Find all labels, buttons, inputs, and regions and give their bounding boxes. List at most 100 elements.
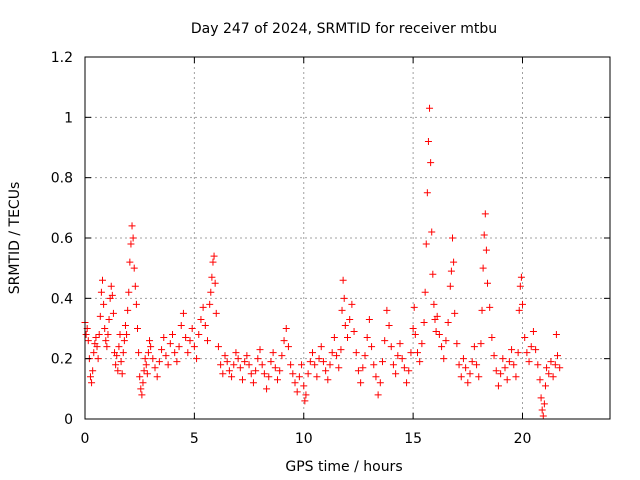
data-point [477,340,485,348]
data-point [348,300,356,308]
data-point [130,264,138,272]
data-point [482,246,490,254]
data-point [357,379,365,387]
data-point [387,343,395,351]
data-point [287,361,295,369]
data-point [392,370,400,378]
axis-ticks [84,56,610,420]
data-point [525,358,533,366]
data-point [232,349,240,357]
data-point [480,231,488,239]
data-point [302,391,310,399]
data-point [315,355,323,363]
data-point [451,309,459,317]
data-point [169,331,176,339]
data-point [512,373,520,381]
data-point [551,361,559,369]
data-points [81,104,564,420]
data-point [121,321,129,329]
data-point [177,321,185,329]
data-point [249,379,257,387]
data-point [411,331,419,339]
data-point [139,379,147,387]
data-point [208,273,216,281]
y-tick-label: 0.6 [51,231,73,247]
data-point [335,364,343,372]
data-point [428,228,436,236]
data-point [119,349,127,357]
data-point [127,240,135,248]
data-point [376,379,384,387]
data-point [186,337,194,345]
data-point [365,315,373,323]
data-point [117,358,125,366]
data-point [112,361,120,369]
data-point [147,343,155,351]
data-point [470,343,478,351]
data-point [256,346,264,354]
data-point [330,334,338,342]
data-point [204,337,211,345]
data-point [396,340,404,348]
data-point [260,370,268,378]
data-point [301,397,309,405]
data-point [545,370,553,378]
data-point [267,358,275,366]
data-point [352,349,360,357]
data-point [442,337,450,345]
data-point [499,355,507,363]
data-point [363,334,371,342]
data-point [271,364,279,372]
data-point [313,373,321,381]
data-point [481,210,489,218]
data-point [219,370,227,378]
data-point [440,355,448,363]
data-point [328,349,336,357]
data-point [429,270,437,278]
data-point [379,358,386,366]
data-point [394,352,402,360]
data-point [430,300,438,308]
data-point [359,364,367,372]
data-point [134,325,141,332]
data-point [274,376,281,384]
data-point [115,343,123,351]
data-point [149,355,157,363]
data-point [324,376,332,384]
data-point [494,382,502,390]
data-point [96,312,104,320]
data-point [552,331,560,339]
data-point [102,337,110,345]
data-point [206,300,214,308]
data-point [426,104,434,112]
data-point [514,349,522,357]
data-point [282,325,290,332]
data-point [333,352,341,360]
data-point [113,352,121,360]
data-point [538,406,546,414]
data-point [114,367,122,375]
data-point [492,367,500,375]
data-point [284,343,292,351]
data-point [473,361,481,369]
data-point [420,318,428,326]
data-point [217,361,225,369]
data-point [421,288,429,296]
data-point [155,358,163,366]
data-point [433,312,441,320]
data-point [532,346,540,354]
data-point [517,273,525,281]
data-point [410,303,418,311]
data-point [338,306,346,314]
data-point [537,394,545,402]
data-point [184,349,192,357]
data-point [549,373,557,381]
data-point [239,376,246,384]
data-point [210,252,218,260]
data-point [424,137,432,145]
data-point [93,343,101,351]
data-point [478,306,486,314]
data-point [385,321,393,329]
data-point [263,385,271,393]
x-tick-label: 5 [190,431,199,447]
